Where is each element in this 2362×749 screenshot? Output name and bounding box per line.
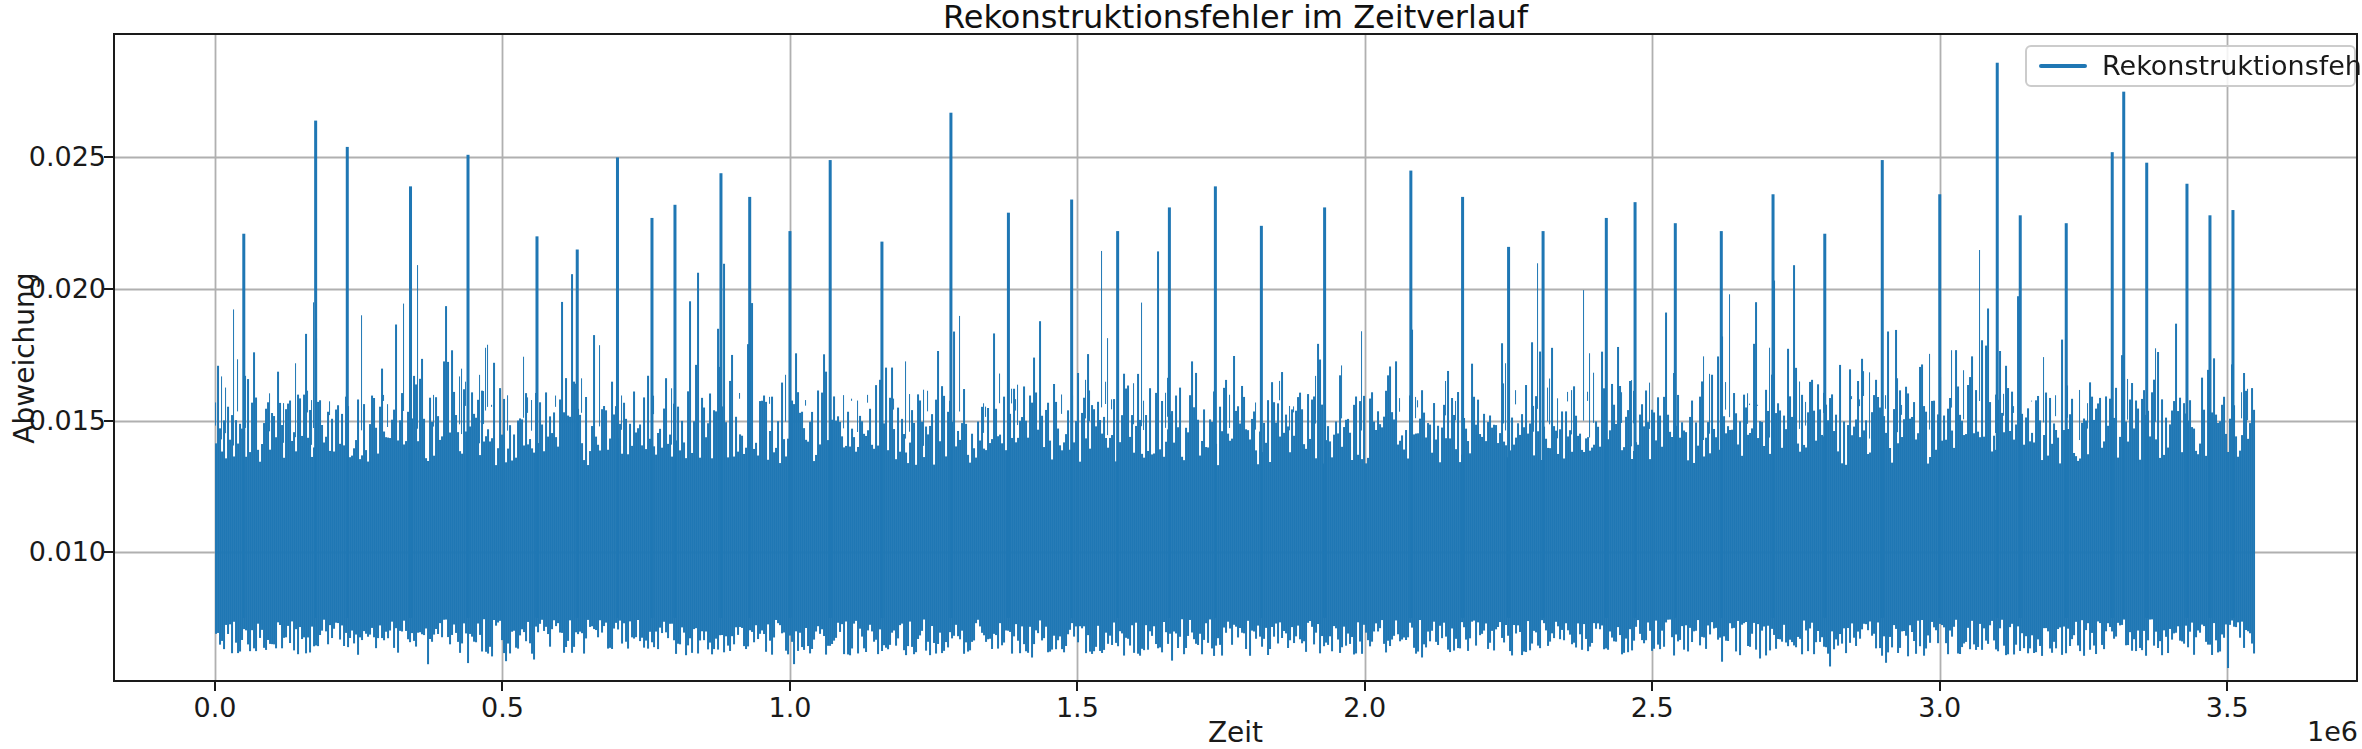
x-axis-label: Zeit [113, 718, 2358, 748]
x-tick-label: 2.5 [1607, 693, 1697, 723]
legend-line-sample [2039, 64, 2087, 68]
x-tick-label: 0.0 [170, 693, 260, 723]
x-tick-label: 0.5 [457, 693, 547, 723]
x-tick-label: 1.5 [1032, 693, 1122, 723]
plot-area [113, 33, 2358, 682]
y-tick-label: 0.020 [0, 274, 106, 304]
legend-entry-label: Rekonstruktionsfehler [2102, 51, 2362, 81]
x-tick-mark [2226, 682, 2228, 691]
plot-canvas [113, 33, 2358, 682]
x-tick-label: 3.0 [1895, 693, 1985, 723]
x-tick-mark [1364, 682, 1366, 691]
y-tick-label: 0.025 [0, 142, 106, 172]
x-tick-label: 3.5 [2182, 693, 2272, 723]
y-tick-label: 0.010 [0, 537, 106, 567]
legend: Rekonstruktionsfehler [2025, 45, 2356, 87]
x-tick-label: 1.0 [745, 693, 835, 723]
x-tick-mark [789, 682, 791, 691]
chart-title: Rekonstruktionsfehler im Zeitverlauf [113, 1, 2358, 33]
x-tick-mark [214, 682, 216, 691]
x-tick-mark [1651, 682, 1653, 691]
y-tick-label: 0.015 [0, 406, 106, 436]
x-tick-label: 2.0 [1320, 693, 1410, 723]
x-tick-mark [501, 682, 503, 691]
figure: Rekonstruktionsfehler im Zeitverlauf Abw… [0, 0, 2362, 749]
x-tick-mark [1076, 682, 1078, 691]
x-tick-mark [1939, 682, 1941, 691]
